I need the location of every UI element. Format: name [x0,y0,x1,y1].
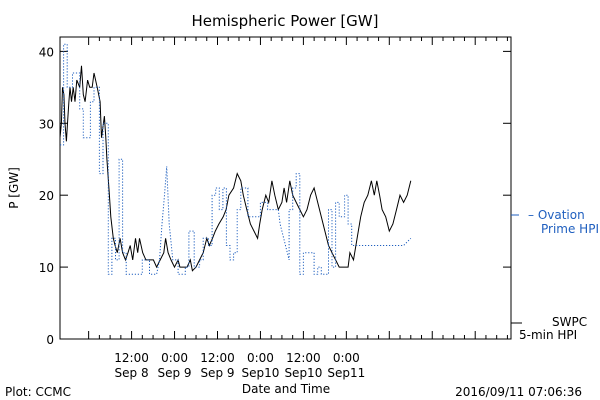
x-tick-label-date: Sep10 [284,366,322,380]
x-tick-label-time: 0:00 [247,351,274,365]
y-axis: 0 10 20 30 40 [39,45,511,347]
y-tick-label: 0 [46,333,54,347]
x-axis-label: Date and Time [242,382,330,396]
x-tick-label-date: Sep 9 [200,366,234,380]
x-tick-label-time: 0:00 [161,351,188,365]
x-tick-label-date: Sep11 [327,366,365,380]
x-tick-label-date: Sep 9 [158,366,192,380]
plot-credit: Plot: CCMC [5,385,71,399]
y-tick-label: 40 [39,45,54,59]
y-tick-label: 20 [39,189,54,203]
x-tick-label-time: 12:00 [286,351,321,365]
legend-ovation-line2: Prime HPI [541,222,599,236]
x-tick-label-time: 0:00 [333,351,360,365]
y-tick-label: 30 [39,117,54,131]
x-tick-label-time: 12:00 [200,351,235,365]
chart-title: Hemispheric Power [GW] [192,12,379,30]
x-tick-label-date: Sep10 [241,366,279,380]
series-ovation-line [60,43,412,275]
y-tick-label: 10 [39,261,54,275]
y-axis-label: P [GW] [7,167,21,209]
plot-timestamp: 2016/09/11 07:06:36 [455,385,582,399]
x-tick-label-date: Sep 8 [115,366,149,380]
legend-ovation-line1: – Ovation [528,208,585,222]
series-layer [59,43,412,275]
plot-frame [59,36,512,340]
legend-swpc-line2: 5-min HPI [519,328,577,342]
series-swpc-line [59,65,412,272]
x-tick-label-time: 12:00 [114,351,149,365]
legend-swpc-line1: SWPC [552,315,587,329]
